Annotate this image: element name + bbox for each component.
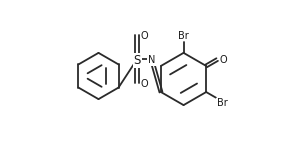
Text: Br: Br (178, 31, 189, 41)
Text: O: O (219, 55, 227, 65)
Text: O: O (140, 79, 148, 89)
Text: S: S (133, 54, 141, 67)
Text: O: O (140, 31, 148, 41)
Text: N: N (148, 55, 155, 65)
Text: Br: Br (217, 98, 227, 108)
